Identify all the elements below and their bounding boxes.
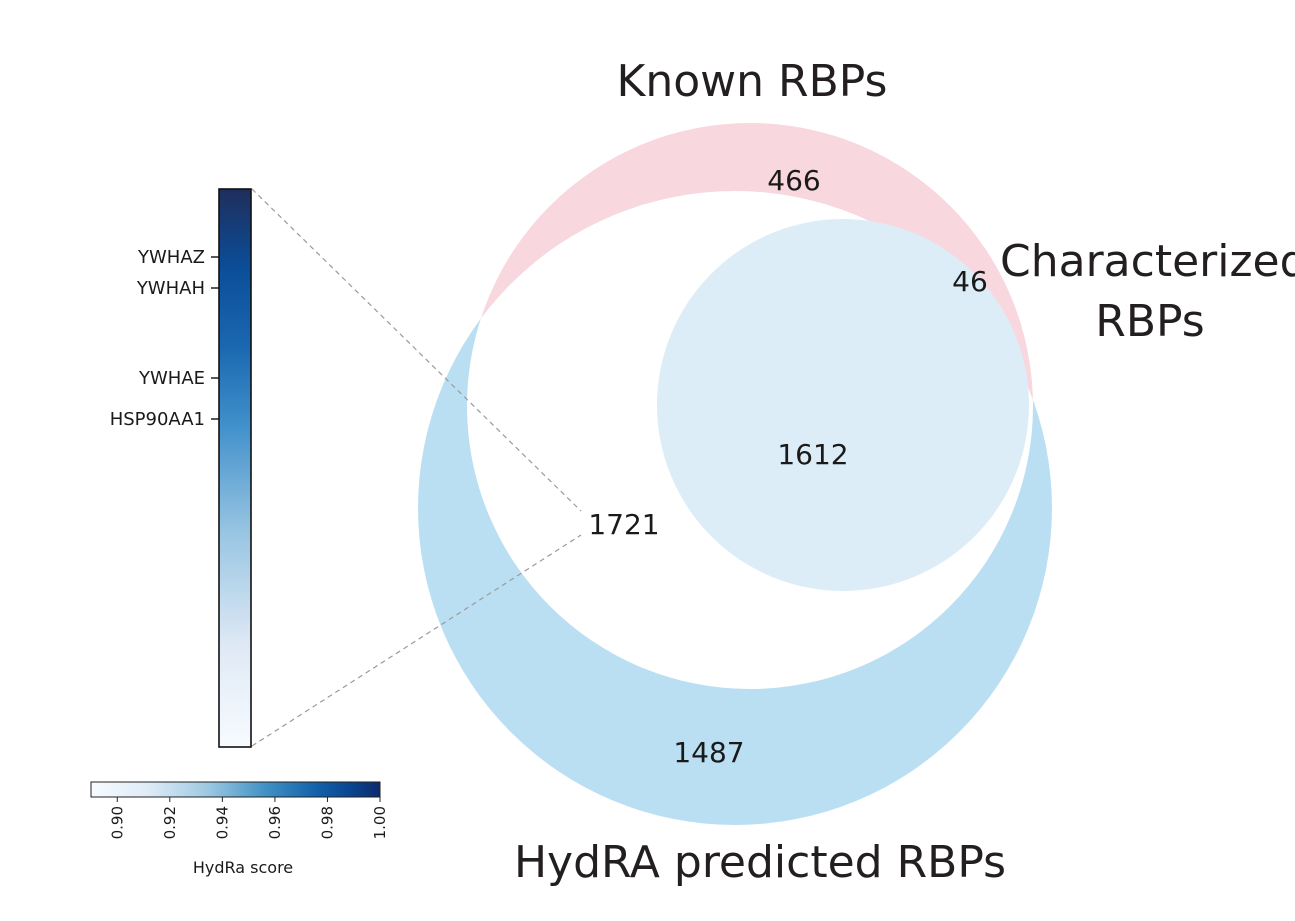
colorbar-label: HydRa score bbox=[193, 858, 293, 877]
region-count-predicted-only: 1487 bbox=[673, 736, 744, 769]
zoom-line-top bbox=[251, 188, 582, 512]
hydra-score-strip bbox=[218, 188, 252, 748]
set-title-predicted: HydRA predicted RBPs bbox=[514, 837, 1006, 888]
colorbar-tick-label: 0.96 bbox=[266, 806, 284, 839]
zoom-line-bottom bbox=[251, 534, 582, 747]
gene-label-ywhaz: YWHAZ bbox=[137, 247, 205, 268]
colorbar-tick-label: 1.00 bbox=[371, 806, 389, 839]
colorbar-tick-label: 0.92 bbox=[161, 806, 179, 839]
set-title-known: Known RBPs bbox=[617, 56, 888, 107]
colorbar-tick-label: 0.90 bbox=[108, 806, 126, 839]
region-count-known-characterized: 46 bbox=[952, 265, 988, 298]
characterized-rbps-circle bbox=[657, 219, 1029, 591]
region-count-known-predicted: 1721 bbox=[588, 508, 659, 541]
gene-label-ywhah: YWHAH bbox=[136, 278, 205, 299]
set-title-characterized-line2: RBPs bbox=[1095, 296, 1204, 347]
gene-label-hsp90aa1: HSP90AA1 bbox=[110, 409, 205, 430]
colorbar-tick-label: 0.98 bbox=[318, 806, 336, 839]
set-title-characterized-line1: Characterized bbox=[1000, 236, 1295, 287]
gene-label-ywhae: YWHAE bbox=[138, 368, 205, 389]
colorbar bbox=[90, 781, 381, 798]
region-count-all-three: 1612 bbox=[777, 438, 848, 471]
region-count-known-only: 466 bbox=[767, 164, 820, 197]
colorbar-ticks: 0.90 0.92 0.94 0.96 0.98 1.00 bbox=[108, 797, 389, 839]
colorbar-tick-label: 0.94 bbox=[213, 806, 231, 839]
